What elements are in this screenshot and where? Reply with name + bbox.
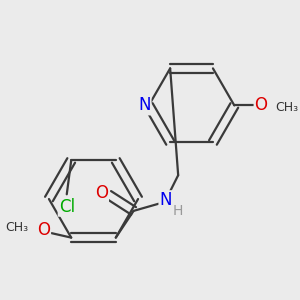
Text: H: H: [173, 204, 183, 218]
Text: Cl: Cl: [59, 198, 75, 216]
Text: O: O: [255, 96, 268, 114]
Text: N: N: [138, 96, 151, 114]
Text: O: O: [37, 221, 50, 239]
Text: CH₃: CH₃: [275, 101, 298, 114]
Text: O: O: [95, 184, 108, 202]
Text: N: N: [159, 191, 172, 209]
Text: CH₃: CH₃: [5, 221, 28, 234]
